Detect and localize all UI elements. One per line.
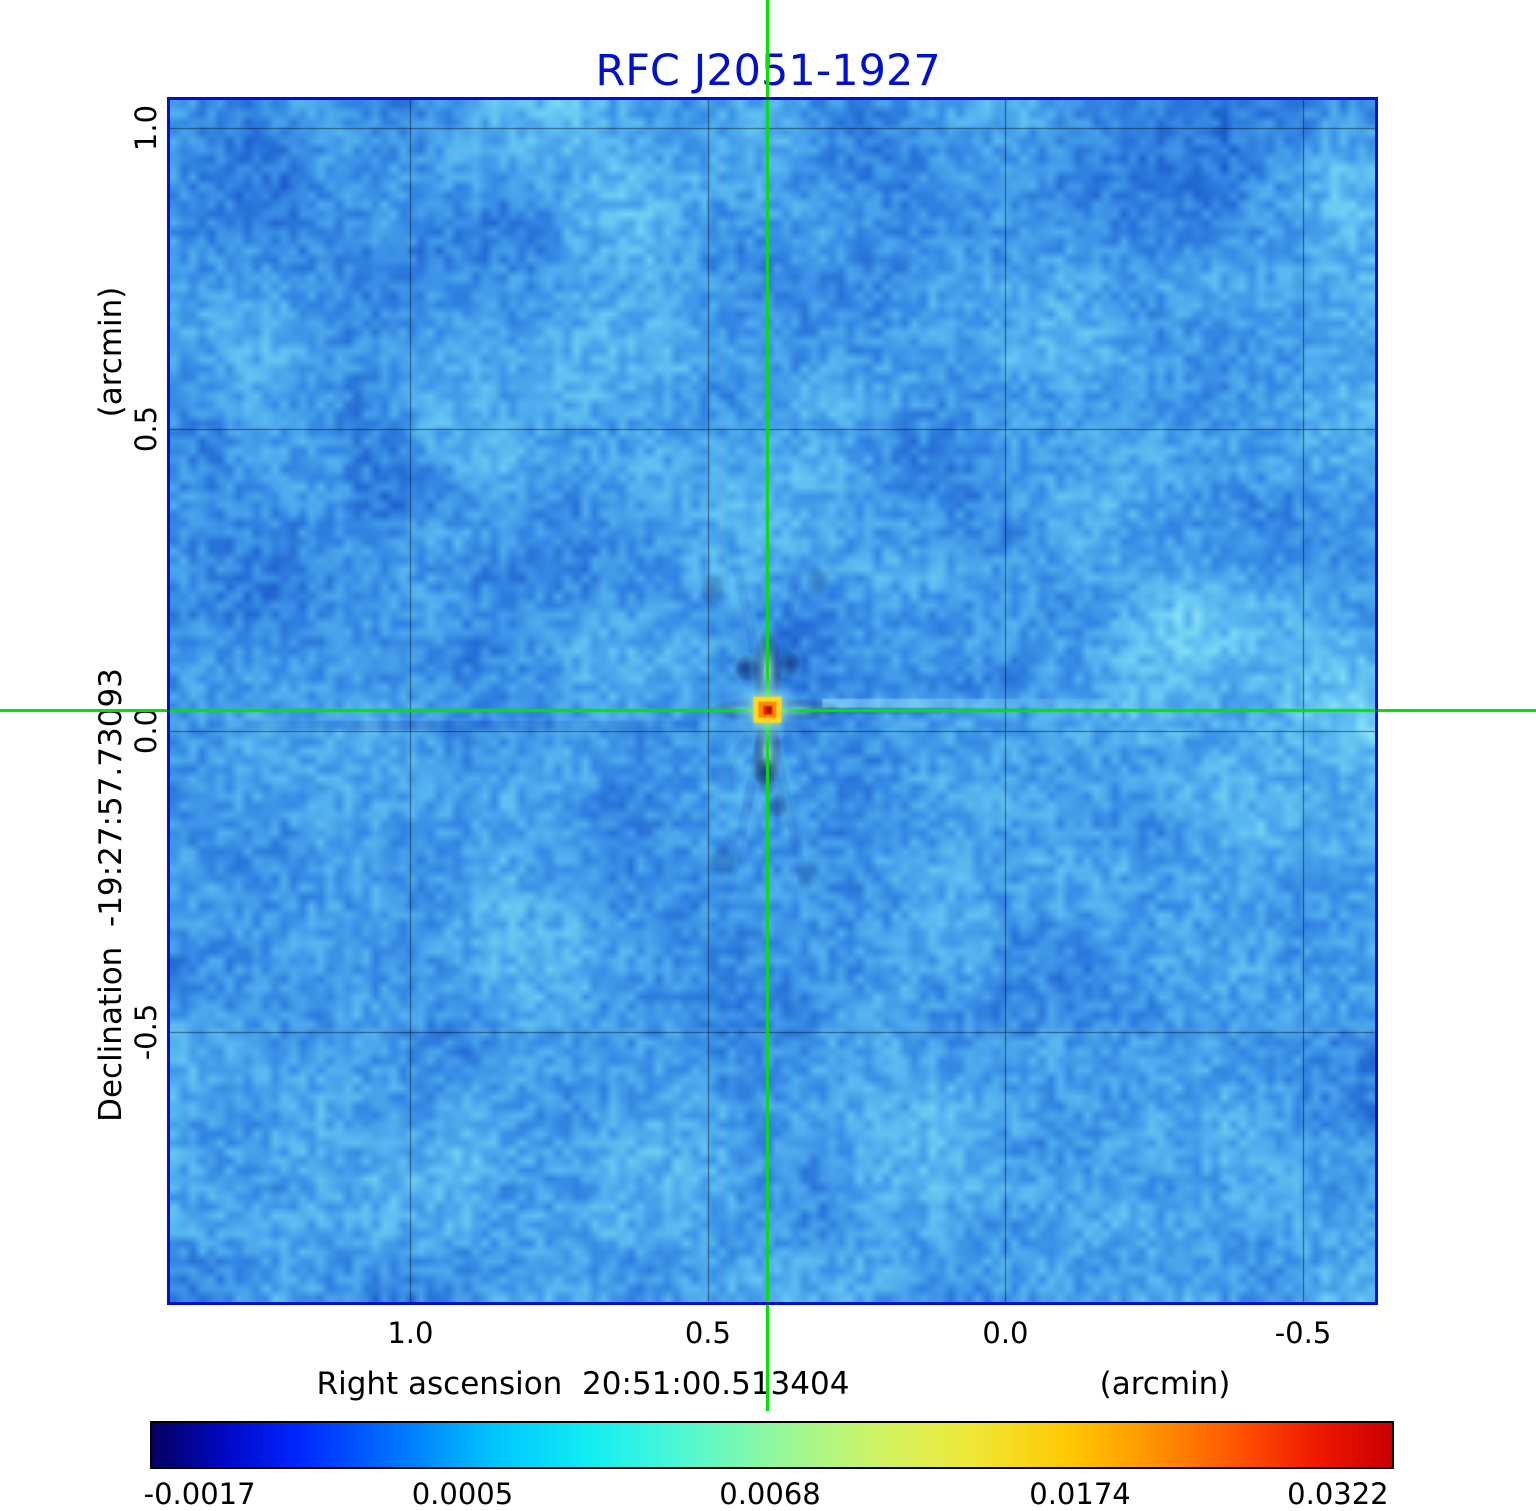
plot-area <box>167 97 1378 1305</box>
crosshair-horizontal-line <box>0 708 167 712</box>
x-axis-unit-label: (arcmin) <box>1099 1366 1231 1402</box>
colorbar-tick-row: -0.0017 0.0005 0.0068 0.0174 0.0322 <box>144 1477 1390 1511</box>
colorbar-tick-label: 0.0174 <box>1029 1477 1131 1511</box>
y-axis-unit-label: (arcmin) <box>93 286 129 418</box>
colorbar-tick-label: 0.0068 <box>719 1477 821 1511</box>
x-tick-label: 1.0 <box>387 1316 434 1350</box>
colorbar <box>150 1421 1394 1469</box>
y-axis-label: Declination -19:27:57.73093 <box>93 668 129 1122</box>
crosshair-vertical-line <box>766 0 770 97</box>
x-tick-label: 0.0 <box>982 1316 1029 1350</box>
colorbar-tick-label: 0.0005 <box>411 1477 514 1511</box>
x-tick-label: 0.5 <box>684 1316 731 1350</box>
x-tick-label: -0.5 <box>1274 1316 1332 1350</box>
y-tick-label: -0.5 <box>129 1004 163 1061</box>
crosshair-vertical-line <box>766 1305 770 1411</box>
y-tick-label: 0.5 <box>129 406 163 453</box>
x-axis-label: Right ascension 20:51:00.513404 <box>316 1366 850 1402</box>
figure-title: RFC J2051-1927 <box>595 46 941 96</box>
radio-map-canvas <box>170 100 1375 1302</box>
y-tick-label: 0.0 <box>129 707 163 754</box>
crosshair-horizontal-line <box>1378 708 1536 712</box>
colorbar-tick-label: 0.0322 <box>1287 1477 1389 1511</box>
colorbar-tick-label: -0.0017 <box>143 1477 256 1511</box>
y-tick-label: 1.0 <box>129 104 163 151</box>
